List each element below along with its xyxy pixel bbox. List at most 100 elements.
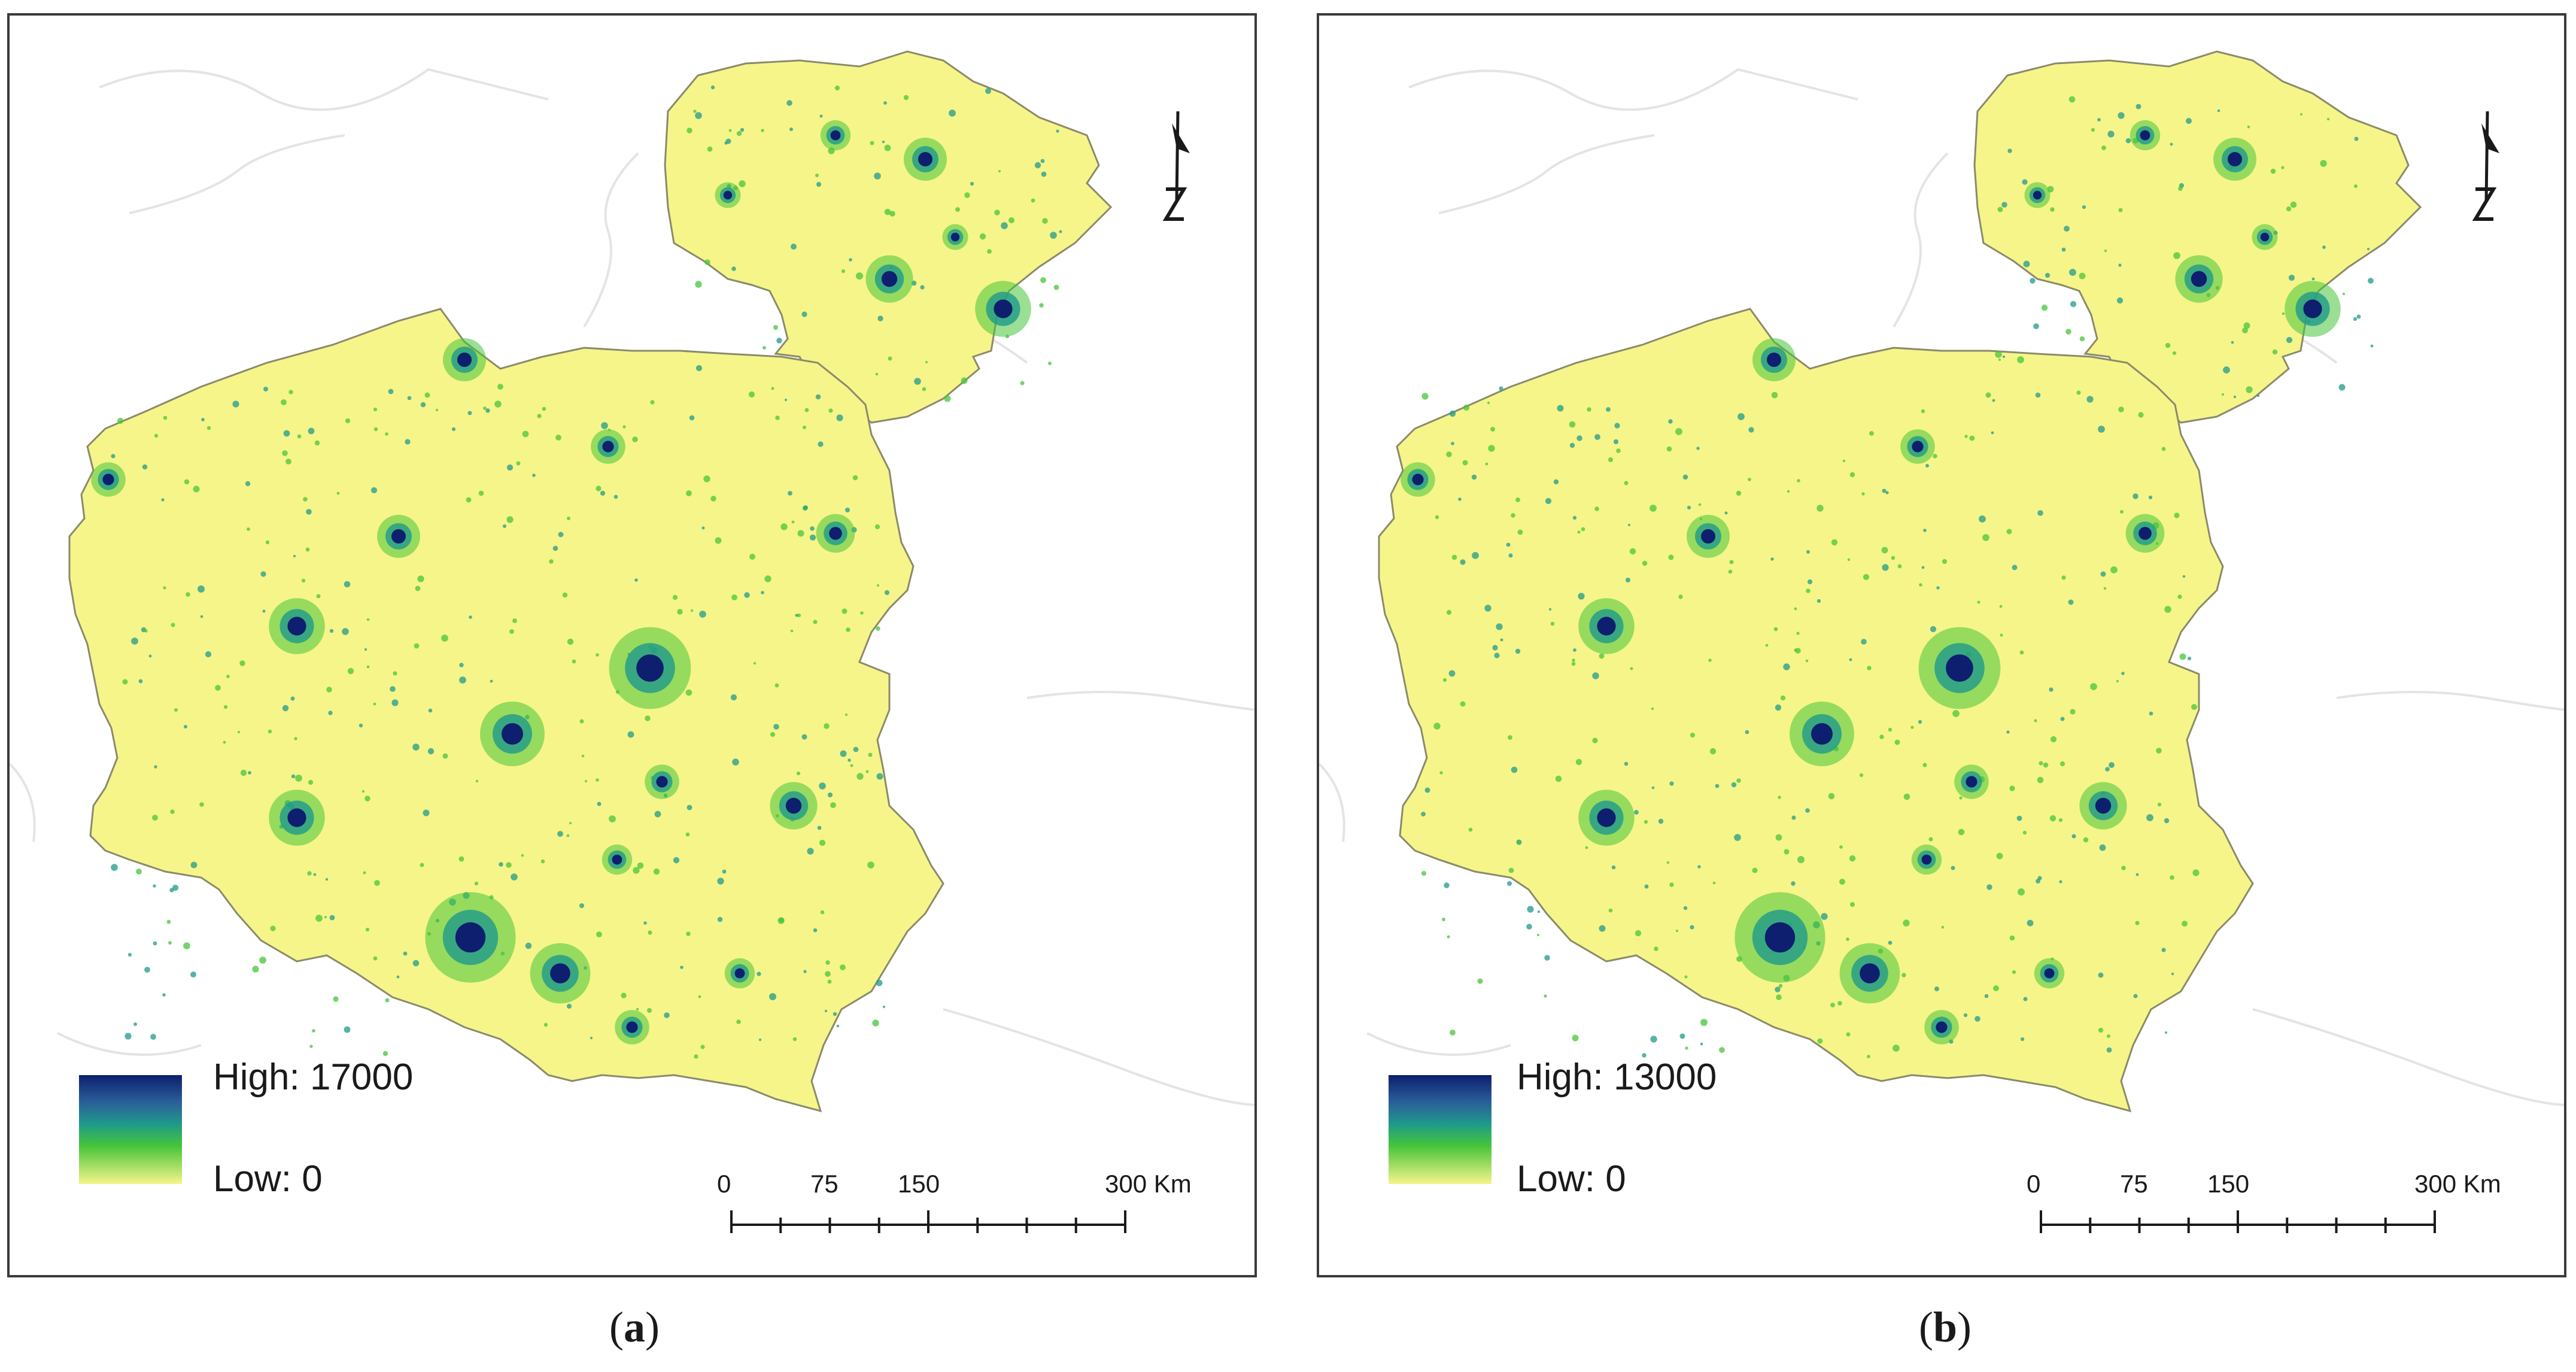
town-dot <box>1794 607 1797 611</box>
town-dot <box>1776 994 1782 1000</box>
town-dot <box>748 391 755 398</box>
town-dot <box>150 1034 156 1040</box>
town-dot <box>1918 720 1922 724</box>
town-dot <box>914 378 921 385</box>
town-dot <box>987 249 992 254</box>
town-dot <box>2059 761 2065 767</box>
town-dot <box>994 210 1000 215</box>
town-dot <box>1468 827 1473 832</box>
town-dot <box>797 613 801 618</box>
city-core <box>2228 152 2242 166</box>
town-dot <box>1996 852 2003 860</box>
town-dot <box>2356 314 2361 319</box>
city-core <box>102 473 114 485</box>
town-dot <box>525 942 532 949</box>
town-dot <box>2060 717 2065 721</box>
town-dot <box>1569 421 1576 428</box>
town-dot <box>312 1029 315 1033</box>
town-dot <box>313 873 317 876</box>
town-dot <box>1679 1033 1685 1039</box>
town-dot <box>223 740 226 744</box>
town-dot <box>2079 336 2085 342</box>
town-dot <box>1934 986 1939 991</box>
town-dot <box>326 687 332 693</box>
city-core <box>2303 299 2322 318</box>
town-dot <box>622 425 626 429</box>
density-hotspots <box>91 85 1062 1059</box>
town-dot <box>2133 994 2138 998</box>
town-dot <box>686 805 692 811</box>
town-dot <box>2100 571 2106 577</box>
town-dot <box>830 802 836 808</box>
town-dot <box>1642 560 1648 566</box>
town-dot <box>613 494 618 499</box>
town-dot <box>511 873 518 881</box>
town-dot <box>2338 384 2346 391</box>
town-dot <box>779 917 785 923</box>
town-dot <box>247 527 250 531</box>
town-dot <box>385 432 388 436</box>
town-dot <box>596 653 599 657</box>
town-dot <box>1499 386 1503 391</box>
city-core <box>2140 130 2150 141</box>
town-dot <box>872 1019 879 1027</box>
town-dot <box>390 686 396 692</box>
town-dot <box>1462 460 1468 466</box>
town-dot <box>490 679 493 683</box>
town-dot <box>1448 670 1456 677</box>
town-dot <box>2288 274 2295 281</box>
town-dot <box>849 258 852 262</box>
town-dot <box>206 426 211 430</box>
town-dot <box>903 95 909 101</box>
town-dot <box>1624 761 1629 766</box>
town-dot <box>2121 866 2126 870</box>
town-dot <box>744 592 750 598</box>
town-dot <box>373 407 378 412</box>
town-dot <box>205 651 212 658</box>
town-dot <box>2256 394 2260 397</box>
town-dot <box>1684 975 1688 979</box>
city-core <box>2260 232 2270 242</box>
town-dot <box>700 1045 705 1049</box>
town-dot <box>1930 626 1937 633</box>
town-dot <box>1536 933 1540 937</box>
town-dot <box>1669 882 1674 887</box>
town-dot <box>1472 552 1479 559</box>
town-dot <box>1712 881 1716 885</box>
town-dot <box>2135 921 2140 925</box>
town-dot <box>695 365 703 372</box>
town-dot <box>740 128 745 132</box>
town-dot <box>1805 808 1810 813</box>
town-dot <box>698 995 701 998</box>
town-dot <box>336 491 340 495</box>
town-dot <box>689 415 695 421</box>
town-dot <box>1709 748 1717 755</box>
town-dot <box>717 916 723 922</box>
town-dot <box>2110 566 2118 573</box>
town-dot <box>424 392 430 398</box>
town-dot <box>815 394 821 400</box>
town-dot <box>1059 230 1062 233</box>
town-dot <box>2281 166 2285 169</box>
town-dot <box>2246 386 2253 393</box>
town-dot <box>846 627 850 632</box>
town-dot <box>2059 880 2062 884</box>
town-dot <box>1986 884 1992 890</box>
background-outline <box>1026 691 1254 711</box>
town-dot <box>1544 994 1547 998</box>
town-dot <box>686 931 691 936</box>
town-dot <box>1964 435 1968 438</box>
town-dot <box>1592 672 1599 679</box>
town-dot <box>803 426 806 429</box>
town-dot <box>2086 396 2094 403</box>
town-dot <box>707 146 713 152</box>
city-core <box>1764 922 1796 953</box>
town-dot <box>2007 148 2012 153</box>
town-dot <box>1783 663 1790 670</box>
town-dot <box>2106 1047 2112 1053</box>
town-dot <box>435 408 439 412</box>
town-dot <box>2006 730 2010 734</box>
town-dot <box>961 377 968 384</box>
town-dot <box>796 771 801 776</box>
town-dot <box>1831 539 1838 546</box>
